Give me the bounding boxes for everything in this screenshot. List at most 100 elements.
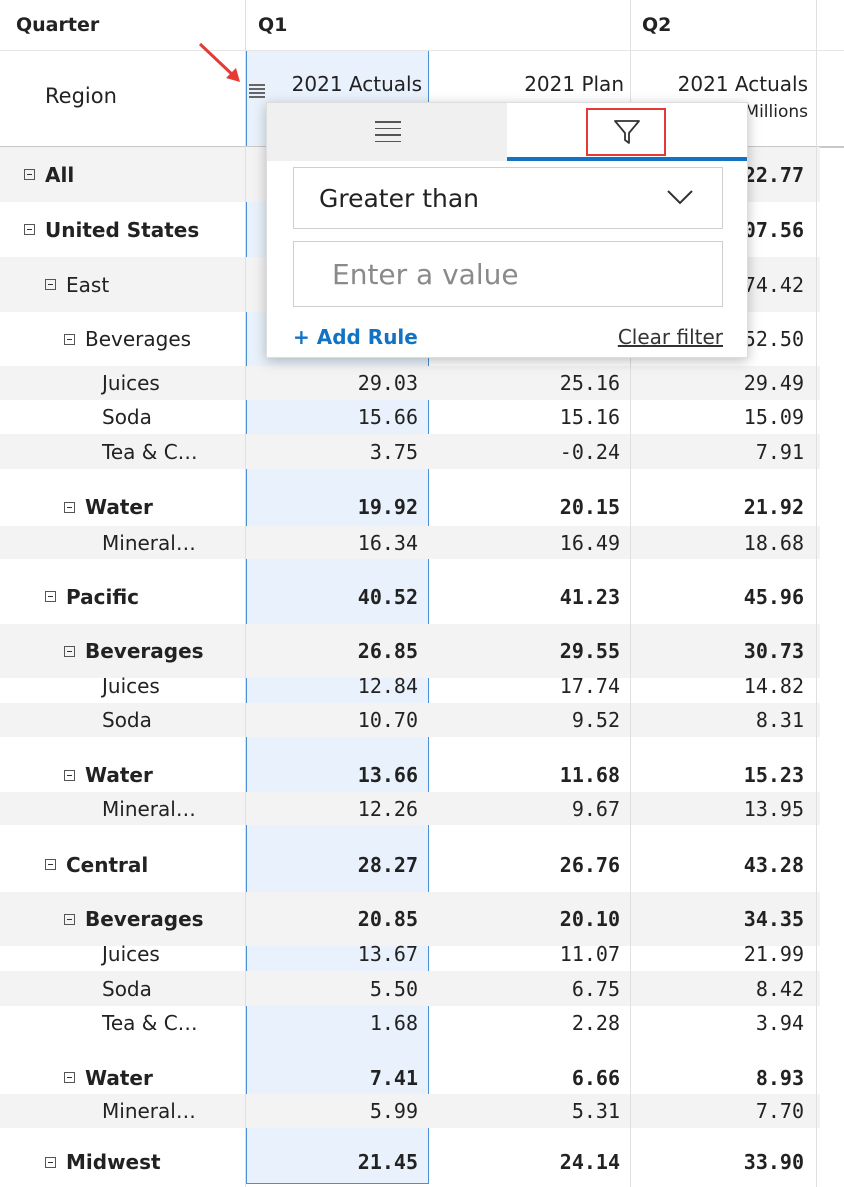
value-cell[interactable]: 12.26 — [357, 796, 418, 821]
collapse-icon[interactable] — [45, 1156, 56, 1168]
value-cell[interactable]: 26.76 — [559, 852, 620, 877]
collapse-icon[interactable] — [64, 913, 75, 925]
value-cell[interactable]: 20.85 — [357, 907, 418, 931]
value-cell[interactable]: 43.28 — [743, 852, 804, 877]
collapse-icon[interactable] — [64, 501, 75, 513]
table-row[interactable]: Soda 15.66 15.16 15.09 — [0, 400, 820, 434]
value-cell[interactable]: 6.66 — [571, 1065, 620, 1090]
value-cell[interactable]: 41.23 — [559, 584, 620, 609]
value-cell[interactable]: 33.90 — [743, 1150, 804, 1174]
value-cell[interactable]: 15.66 — [357, 405, 418, 429]
value-cell[interactable]: 16.34 — [357, 530, 418, 555]
collapse-icon[interactable] — [24, 224, 35, 235]
table-row[interactable]: Soda 10.70 9.52 8.31 — [0, 703, 820, 737]
value-cell[interactable]: 29.03 — [357, 371, 418, 395]
table-row[interactable]: Soda 5.50 6.75 8.42 — [0, 971, 820, 1006]
collapse-icon[interactable] — [64, 1072, 75, 1083]
value-cell[interactable]: 07.56 — [743, 217, 804, 242]
value-cell[interactable]: -0.24 — [559, 439, 620, 464]
table-row[interactable]: Beverages 26.85 29.55 30.73 — [0, 624, 820, 678]
filter-operator-select[interactable]: Greater than — [293, 167, 723, 229]
filter-value-input[interactable]: Enter a value — [293, 241, 723, 307]
table-row[interactable]: Beverages 52.50 — [0, 312, 820, 366]
clear-filter-link[interactable]: Clear filter — [617, 325, 723, 349]
value-cell[interactable]: 2.28 — [571, 1011, 620, 1035]
table-row[interactable]: Mineral… 5.99 5.31 7.70 — [0, 1094, 820, 1128]
value-cell[interactable]: 9.67 — [571, 796, 620, 821]
value-cell[interactable]: 8.31 — [755, 708, 804, 732]
value-cell[interactable]: 20.15 — [559, 495, 620, 519]
table-row[interactable]: Juices 12.84 17.74 14.82 — [0, 668, 820, 703]
value-cell[interactable]: 16.49 — [559, 530, 620, 555]
value-cell[interactable]: 25.16 — [559, 371, 620, 395]
table-row[interactable]: Mineral… 16.34 16.49 18.68 — [0, 526, 820, 559]
table-row[interactable]: Tea & C… 1.68 2.28 3.94 — [0, 1006, 820, 1040]
value-cell[interactable]: 28.27 — [357, 852, 418, 877]
value-cell[interactable]: 24.14 — [559, 1150, 620, 1174]
value-cell[interactable]: 15.16 — [559, 405, 620, 429]
value-cell[interactable]: 30.73 — [743, 639, 804, 663]
column-header-q1-plan[interactable]: 2021 Plan — [524, 72, 624, 96]
value-cell[interactable]: 20.10 — [559, 907, 620, 931]
table-row[interactable]: Midwest 21.45 24.14 33.90 — [0, 1138, 820, 1186]
table-row[interactable]: United States 07.56 — [0, 202, 820, 257]
value-cell[interactable]: 12.84 — [357, 673, 418, 698]
value-cell[interactable]: 19.92 — [357, 495, 418, 519]
value-cell[interactable]: 9.52 — [571, 708, 620, 732]
collapse-icon[interactable] — [45, 279, 56, 290]
tab-menu[interactable] — [267, 103, 507, 161]
q2-header[interactable]: Q2 — [642, 14, 672, 36]
value-cell[interactable]: 45.96 — [743, 584, 804, 609]
value-cell[interactable]: 21.45 — [357, 1150, 418, 1174]
table-row[interactable]: Water 13.66 11.68 15.23 — [0, 747, 820, 803]
value-cell[interactable]: 1.68 — [369, 1011, 418, 1035]
value-cell[interactable]: 26.85 — [357, 639, 418, 663]
table-row[interactable]: Beverages 20.85 20.10 34.35 — [0, 892, 820, 946]
value-cell[interactable]: 13.95 — [743, 796, 804, 821]
value-cell[interactable]: 17.74 — [559, 673, 620, 698]
value-cell[interactable]: 13.67 — [357, 941, 418, 966]
value-cell[interactable]: 5.50 — [369, 976, 418, 1001]
value-cell[interactable]: 14.82 — [743, 673, 804, 698]
table-row[interactable]: Central 28.27 26.76 43.28 — [0, 837, 820, 892]
value-cell[interactable]: 8.93 — [755, 1065, 804, 1090]
value-cell[interactable]: 22.77 — [743, 162, 804, 187]
column-header-q1-actuals[interactable]: 2021 Actuals — [291, 72, 422, 96]
value-cell[interactable]: 15.09 — [743, 405, 804, 429]
table-row[interactable]: Tea & C… 3.75 -0.24 7.91 — [0, 434, 820, 469]
value-cell[interactable]: 5.99 — [369, 1099, 418, 1123]
table-row[interactable]: Water 19.92 20.15 21.92 — [0, 479, 820, 535]
value-cell[interactable]: 29.49 — [743, 371, 804, 395]
value-cell[interactable]: 11.68 — [559, 763, 620, 787]
value-cell[interactable]: 74.42 — [743, 272, 804, 297]
value-cell[interactable]: 13.66 — [357, 763, 418, 787]
value-cell[interactable]: 15.23 — [743, 763, 804, 787]
add-rule-button[interactable]: + Add Rule — [293, 325, 418, 349]
collapse-icon[interactable] — [45, 859, 56, 870]
table-row[interactable]: Juices 29.03 25.16 29.49 — [0, 366, 820, 400]
column-menu-icon[interactable] — [249, 84, 265, 98]
table-row[interactable]: Pacific 40.52 41.23 45.96 — [0, 569, 820, 624]
table-row[interactable]: Water 7.41 6.66 8.93 — [0, 1050, 820, 1105]
collapse-icon[interactable] — [64, 769, 75, 781]
value-cell[interactable]: 3.75 — [369, 439, 418, 464]
value-cell[interactable]: 21.99 — [743, 941, 804, 966]
value-cell[interactable]: 7.41 — [369, 1065, 418, 1090]
table-row[interactable]: Juices 13.67 11.07 21.99 — [0, 936, 820, 971]
value-cell[interactable]: 52.50 — [743, 327, 804, 351]
column-header-q2-actuals[interactable]: 2021 Actuals — [677, 72, 808, 96]
table-row[interactable]: Mineral… 12.26 9.67 13.95 — [0, 792, 820, 825]
value-cell[interactable]: 8.42 — [755, 976, 804, 1001]
collapse-icon[interactable] — [64, 333, 75, 345]
value-cell[interactable]: 21.92 — [743, 495, 804, 519]
value-cell[interactable]: 7.91 — [755, 439, 804, 464]
q1-header[interactable]: Q1 — [258, 14, 288, 36]
value-cell[interactable]: 5.31 — [571, 1099, 620, 1123]
value-cell[interactable]: 29.55 — [559, 639, 620, 663]
collapse-icon[interactable] — [24, 169, 35, 180]
collapse-icon[interactable] — [64, 645, 75, 657]
value-cell[interactable]: 10.70 — [357, 708, 418, 732]
value-cell[interactable]: 40.52 — [357, 584, 418, 609]
value-cell[interactable]: 34.35 — [743, 907, 804, 931]
collapse-icon[interactable] — [45, 591, 56, 602]
